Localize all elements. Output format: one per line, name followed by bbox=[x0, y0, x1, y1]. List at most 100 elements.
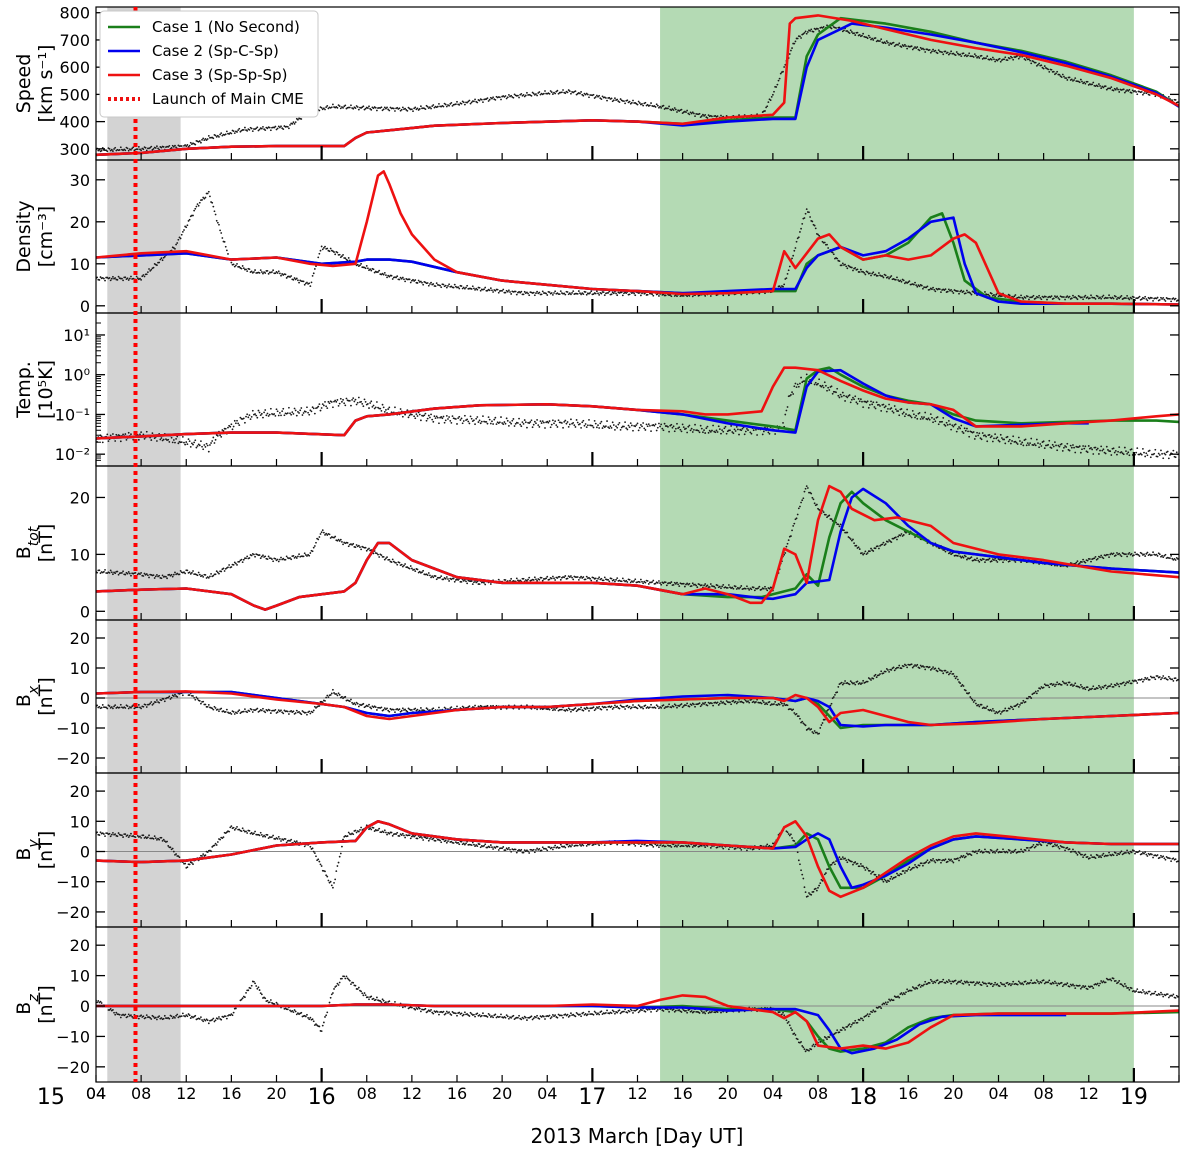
observed-point bbox=[462, 286, 465, 289]
observed-point bbox=[442, 105, 445, 108]
observed-point bbox=[980, 559, 983, 562]
observed-point bbox=[212, 205, 215, 208]
observed-point bbox=[1132, 554, 1135, 557]
observed-point bbox=[187, 438, 190, 441]
observed-point bbox=[463, 287, 466, 290]
observed-point bbox=[764, 110, 766, 112]
observed-point bbox=[1019, 296, 1021, 299]
observed-point bbox=[180, 145, 183, 147]
observed-point bbox=[360, 262, 363, 265]
observed-point bbox=[888, 403, 890, 406]
observed-point bbox=[126, 705, 129, 708]
observed-point bbox=[1145, 552, 1148, 555]
observed-point bbox=[1176, 678, 1179, 681]
observed-point bbox=[550, 423, 553, 426]
observed-point bbox=[1032, 294, 1035, 297]
observed-point bbox=[849, 538, 852, 540]
observed-point bbox=[820, 385, 823, 388]
observed-point bbox=[531, 426, 534, 429]
observed-point bbox=[853, 542, 855, 545]
observed-point bbox=[209, 575, 211, 578]
observed-point bbox=[633, 292, 636, 295]
observed-point bbox=[473, 100, 475, 103]
observed-point bbox=[681, 423, 684, 426]
observed-point bbox=[447, 578, 449, 580]
observed-point bbox=[794, 247, 797, 249]
observed-point bbox=[246, 130, 249, 132]
observed-point bbox=[334, 535, 337, 538]
observed-point bbox=[262, 272, 264, 275]
observed-point bbox=[233, 713, 236, 715]
observed-point bbox=[734, 585, 737, 588]
observed-point bbox=[1107, 553, 1109, 556]
observed-point bbox=[290, 413, 293, 416]
observed-point bbox=[883, 406, 886, 409]
observed-point bbox=[221, 134, 224, 137]
observed-point bbox=[591, 424, 594, 427]
observed-point bbox=[602, 579, 605, 582]
observed-point bbox=[1167, 96, 1170, 98]
observed-point bbox=[584, 708, 587, 710]
observed-point bbox=[1149, 456, 1152, 459]
observed-point bbox=[861, 400, 863, 403]
observed-point bbox=[198, 201, 201, 204]
observed-point bbox=[616, 294, 619, 297]
observed-point bbox=[563, 292, 566, 295]
observed-point bbox=[1006, 435, 1009, 438]
observed-point bbox=[905, 45, 907, 48]
observed-point bbox=[317, 538, 320, 541]
observed-point bbox=[839, 523, 842, 526]
observed-point bbox=[686, 582, 689, 585]
observed-point bbox=[324, 108, 326, 111]
observed-point bbox=[669, 582, 672, 585]
observed-point bbox=[1118, 446, 1121, 449]
observed-point bbox=[1122, 453, 1125, 456]
observed-point bbox=[510, 422, 513, 425]
observed-point bbox=[1152, 551, 1154, 554]
observed-point bbox=[491, 420, 493, 423]
observed-point bbox=[201, 138, 203, 141]
observed-point bbox=[672, 109, 675, 111]
observed-point bbox=[1057, 297, 1060, 299]
observed-point bbox=[702, 113, 704, 116]
observed-point bbox=[424, 412, 427, 415]
observed-point bbox=[627, 424, 630, 427]
observed-point bbox=[559, 290, 562, 293]
observed-point bbox=[961, 430, 964, 433]
observed-point bbox=[1132, 296, 1135, 299]
observed-point bbox=[333, 536, 335, 539]
observed-point bbox=[158, 838, 161, 841]
observed-point bbox=[280, 556, 282, 559]
observed-point bbox=[742, 701, 745, 704]
observed-point bbox=[383, 410, 386, 413]
observed-point bbox=[507, 93, 510, 96]
observed-point bbox=[610, 97, 613, 100]
observed-point bbox=[303, 283, 306, 286]
observed-point bbox=[1047, 68, 1050, 71]
observed-point bbox=[575, 419, 578, 421]
observed-point bbox=[1175, 451, 1178, 454]
observed-point bbox=[656, 426, 659, 429]
observed-point bbox=[474, 704, 476, 707]
observed-point bbox=[202, 137, 205, 140]
observed-point bbox=[858, 33, 861, 36]
observed-point bbox=[317, 256, 320, 259]
observed-point bbox=[565, 422, 568, 425]
observed-point bbox=[456, 423, 458, 425]
observed-point bbox=[277, 560, 280, 563]
observed-point bbox=[753, 589, 756, 592]
observed-point bbox=[412, 278, 414, 281]
observed-point bbox=[830, 518, 833, 521]
observed-point bbox=[258, 272, 261, 274]
observed-point bbox=[708, 586, 711, 588]
observed-point bbox=[1086, 80, 1089, 83]
observed-point bbox=[146, 836, 149, 839]
observed-point bbox=[903, 43, 906, 46]
observed-point bbox=[594, 577, 597, 580]
observed-point bbox=[579, 576, 581, 579]
observed-point bbox=[378, 269, 381, 272]
observed-point bbox=[256, 707, 259, 710]
observed-point bbox=[442, 283, 445, 286]
observed-point bbox=[116, 278, 119, 281]
observed-point bbox=[1112, 447, 1115, 450]
